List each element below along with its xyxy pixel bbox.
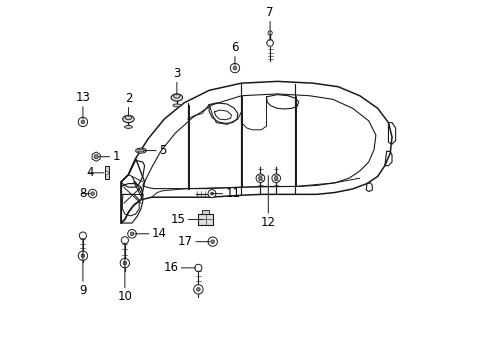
- Circle shape: [78, 251, 88, 260]
- Text: 1: 1: [112, 150, 120, 163]
- Ellipse shape: [122, 116, 134, 123]
- Text: 16: 16: [164, 261, 179, 274]
- Text: 14: 14: [152, 227, 167, 240]
- FancyBboxPatch shape: [197, 214, 214, 225]
- Text: 3: 3: [173, 67, 180, 80]
- Circle shape: [81, 254, 85, 257]
- Circle shape: [81, 120, 85, 124]
- Text: 2: 2: [124, 92, 132, 105]
- Text: 4: 4: [87, 166, 94, 179]
- Ellipse shape: [171, 94, 183, 101]
- Circle shape: [272, 174, 280, 183]
- Ellipse shape: [124, 126, 132, 129]
- Circle shape: [233, 66, 237, 70]
- Circle shape: [79, 232, 87, 239]
- Text: 9: 9: [79, 284, 87, 297]
- Circle shape: [120, 258, 129, 268]
- Circle shape: [123, 261, 126, 265]
- Bar: [105, 166, 109, 179]
- Circle shape: [211, 240, 215, 243]
- Polygon shape: [267, 40, 274, 46]
- Circle shape: [194, 285, 203, 294]
- Text: 7: 7: [267, 6, 274, 19]
- Circle shape: [94, 154, 98, 159]
- Text: 8: 8: [79, 187, 87, 200]
- Text: 10: 10: [118, 291, 132, 303]
- Circle shape: [128, 229, 136, 238]
- Text: 11: 11: [225, 187, 240, 200]
- Circle shape: [211, 192, 214, 195]
- Circle shape: [196, 288, 200, 291]
- Ellipse shape: [173, 94, 180, 98]
- Text: 12: 12: [261, 216, 276, 229]
- Circle shape: [274, 176, 278, 180]
- Ellipse shape: [125, 116, 132, 120]
- Circle shape: [122, 237, 128, 244]
- Circle shape: [91, 192, 95, 195]
- Polygon shape: [92, 152, 100, 161]
- Circle shape: [230, 63, 240, 73]
- Circle shape: [130, 232, 134, 235]
- Text: 5: 5: [159, 144, 166, 157]
- Circle shape: [208, 237, 218, 246]
- Circle shape: [208, 190, 216, 198]
- Circle shape: [105, 171, 108, 174]
- Ellipse shape: [138, 149, 144, 152]
- Circle shape: [195, 264, 202, 271]
- Circle shape: [256, 174, 265, 183]
- Ellipse shape: [136, 148, 147, 153]
- Text: 17: 17: [178, 235, 193, 248]
- Circle shape: [88, 189, 97, 198]
- Text: 15: 15: [171, 213, 186, 226]
- Circle shape: [78, 117, 88, 127]
- Circle shape: [268, 31, 272, 35]
- Bar: [202, 211, 209, 214]
- Text: 13: 13: [75, 91, 90, 104]
- Text: 6: 6: [231, 41, 239, 54]
- Ellipse shape: [173, 104, 181, 107]
- Circle shape: [259, 176, 262, 180]
